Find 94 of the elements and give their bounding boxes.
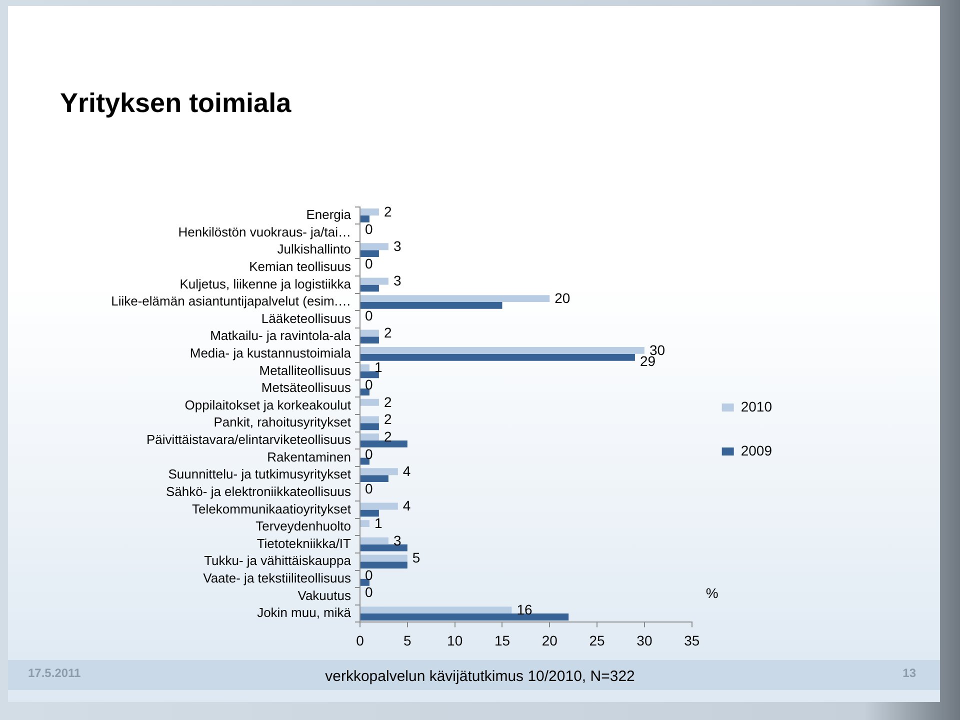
bar: [360, 364, 370, 372]
data-label: 4: [402, 498, 411, 514]
bar: [360, 502, 398, 510]
data-label: 0: [365, 446, 373, 462]
bar: [360, 544, 408, 552]
bar: [360, 475, 388, 482]
text: 13: [902, 666, 916, 680]
y-tick-label: Päivittäistavara/elintarviketeollisuus: [146, 432, 352, 448]
y-tick-label: Jokin muu, mikä: [257, 605, 352, 620]
y-tick-label: Telekommunikaatioyritykset: [192, 501, 352, 516]
bar: [360, 208, 379, 216]
y-tick-label: Julkishallinto: [277, 242, 351, 257]
x-tick-label: 0: [356, 632, 364, 648]
bar: [360, 614, 569, 620]
data-label: 2: [384, 324, 392, 341]
bar: [360, 416, 379, 424]
bar: [360, 347, 644, 354]
y-tick-label: Oppilaitokset ja korkeakoulut: [184, 397, 352, 412]
y-tick-label: Suunnittelu- ja tutkimusyritykset: [168, 466, 352, 482]
data-label: 2: [384, 203, 392, 220]
text: verkkopalvelun kävijätutkimus 10/2010, N=322: [325, 668, 635, 685]
data-label: 0: [365, 307, 373, 324]
y-tick-label: Lääketeollisuus: [261, 310, 352, 326]
y-tick-label: Kemian teollisuus: [249, 258, 352, 274]
data-label: 16: [516, 602, 532, 618]
x-tick-label: 15: [494, 632, 510, 648]
bar: [360, 243, 388, 250]
y-tick-label: Rakentaminen: [267, 449, 351, 464]
x-tick-label: 35: [684, 632, 700, 648]
data-label: 0: [365, 220, 373, 237]
bar: [360, 423, 379, 430]
y-tick-label: Matkailu- ja ravintola-ala: [210, 328, 352, 344]
x-axis-title: %: [706, 585, 718, 602]
y-tick-label: Media- ja kustannustoimiala: [190, 346, 352, 360]
y-tick-label: Vaate- ja tekstiiliteollisuus: [203, 570, 352, 586]
data-label: 0: [365, 584, 373, 600]
data-label: 0: [365, 566, 373, 583]
bar: [360, 606, 512, 614]
data-label: 1: [374, 359, 382, 376]
data-label: 1: [374, 515, 382, 532]
x-tick-label: 5: [404, 632, 412, 648]
data-label: 2: [384, 428, 392, 444]
legend-label: 2009: [740, 442, 772, 458]
data-label: 0: [365, 376, 373, 393]
bar: [360, 578, 370, 586]
legend-label: 2010: [740, 398, 772, 414]
bar: [360, 295, 550, 302]
bar: [360, 371, 379, 378]
bar: [360, 302, 502, 309]
data-label: 5: [412, 550, 420, 566]
y-tick-label: Kuljetus, liikenne ja logistiikka: [180, 276, 352, 292]
y-tick-label: Henkilöstön vuokraus- ja/tai…: [178, 224, 351, 240]
y-tick-label: Terveydenhuolto: [256, 518, 351, 534]
data-label: 3: [393, 238, 402, 254]
data-label: 0: [365, 255, 373, 272]
bar: [360, 440, 408, 448]
bar: [360, 434, 379, 440]
data-label: 20: [554, 290, 570, 306]
y-tick-label: Metsäteollisuus: [261, 380, 352, 396]
bar: [360, 510, 379, 517]
data-label: 0: [365, 480, 373, 496]
data-label: 3: [393, 532, 402, 548]
y-tick-label: Tietotekniikka/IT: [256, 536, 352, 551]
bar: [360, 520, 370, 528]
y-tick-label: Tukku- ja vähittäiskauppa: [204, 553, 352, 568]
bar: [360, 278, 388, 285]
y-tick-label: Energia: [306, 207, 352, 222]
bar: [360, 250, 379, 257]
x-tick-label: 20: [542, 632, 558, 648]
x-tick-label: 30: [636, 632, 652, 648]
bar: [360, 354, 635, 361]
bar: [360, 554, 408, 562]
bar: [360, 398, 379, 406]
y-tick-label: Metalliteollisuus: [259, 362, 352, 378]
bar: [360, 336, 379, 344]
y-tick-label: Liike-elämän asiantuntijapalvelut (esim.…: [111, 294, 351, 309]
x-tick-label: 25: [589, 632, 606, 648]
y-tick-label: Pankit, rahoitusyritykset: [214, 414, 352, 430]
bar: [360, 562, 408, 569]
data-label: 2: [384, 411, 392, 428]
bar: [360, 388, 370, 396]
chart-title: Yrityksen toimiala: [60, 88, 292, 119]
text: 17.5.2011: [28, 666, 81, 680]
y-tick-label: Sähkö- ja elektroniikkateollisuus: [166, 484, 352, 499]
y-tick-label: Vakuutus: [298, 588, 352, 603]
bar: [360, 537, 388, 544]
data-label: 2: [384, 394, 392, 410]
data-label: 3: [393, 272, 402, 289]
bar: [360, 284, 379, 292]
bar: [360, 468, 398, 476]
x-tick-label: 10: [447, 632, 463, 648]
data-label: 4: [402, 463, 411, 480]
bar: [360, 215, 370, 222]
bar: [360, 330, 379, 337]
